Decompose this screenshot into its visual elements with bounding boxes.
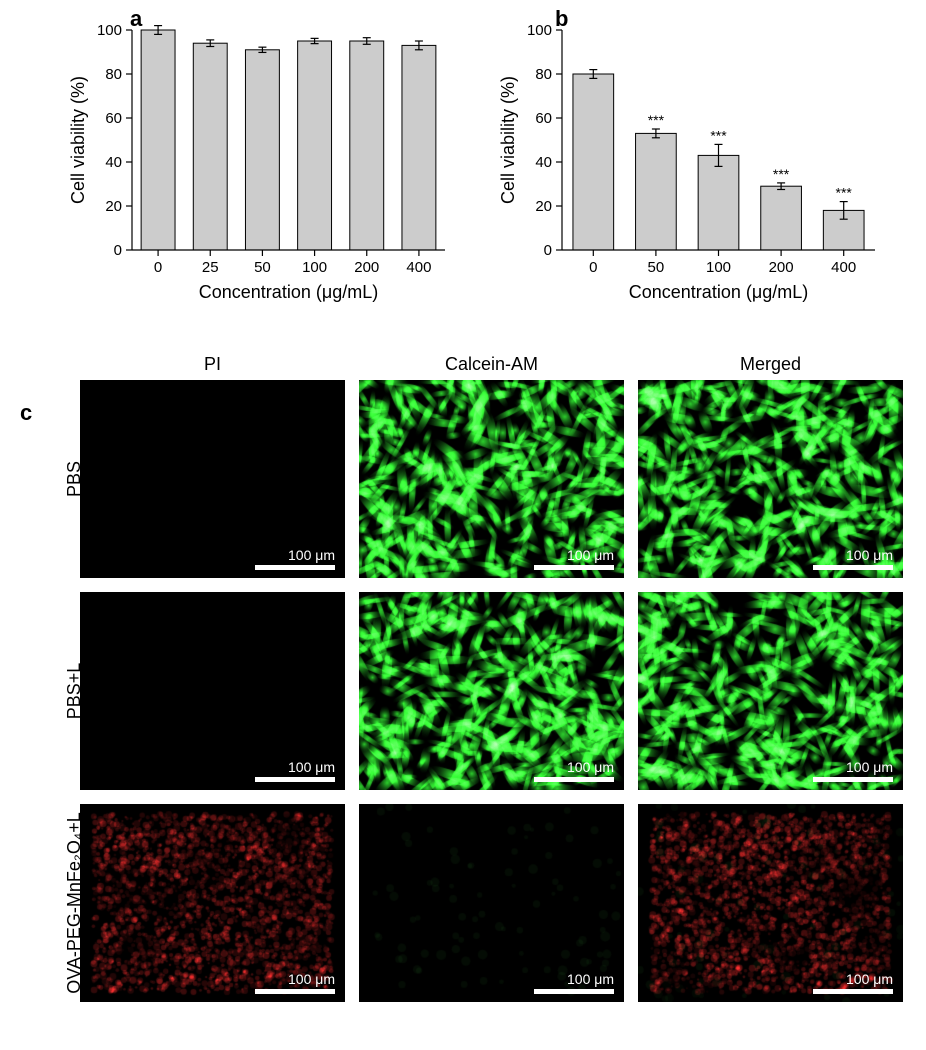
micrograph-panel: 100 μm (80, 592, 345, 790)
scale-bar-line (813, 989, 893, 994)
svg-text:100: 100 (97, 22, 122, 39)
svg-text:Concentration (μg/mL): Concentration (μg/mL) (199, 282, 378, 302)
scale-bar-text: 100 μm (534, 547, 614, 563)
scale-bar: 100 μm (813, 971, 893, 994)
svg-text:80: 80 (105, 66, 122, 83)
scale-bar-text: 100 μm (813, 971, 893, 987)
svg-text:Cell viability (%): Cell viability (%) (498, 76, 518, 204)
micrograph-panel: 100 μm (359, 804, 624, 1002)
scale-bar: 100 μm (813, 547, 893, 570)
svg-text:60: 60 (535, 110, 552, 127)
scale-bar-text: 100 μm (534, 759, 614, 775)
scale-bar-line (813, 777, 893, 782)
col-header: Merged (638, 354, 903, 375)
scale-bar: 100 μm (813, 759, 893, 782)
svg-text:50: 50 (648, 259, 665, 276)
svg-text:100: 100 (527, 22, 552, 39)
svg-text:400: 400 (831, 259, 856, 276)
svg-text:50: 50 (254, 259, 271, 276)
micrograph-panel: 100 μm (80, 804, 345, 1002)
scale-bar-line (534, 565, 614, 570)
svg-text:25: 25 (202, 259, 219, 276)
svg-text:20: 20 (535, 198, 552, 215)
scale-bar-line (255, 565, 335, 570)
col-header: PI (80, 354, 345, 375)
svg-text:60: 60 (105, 110, 122, 127)
scale-bar: 100 μm (255, 759, 335, 782)
scale-bar-line (534, 989, 614, 994)
svg-text:20: 20 (105, 198, 122, 215)
panel-label-c: c (20, 400, 32, 426)
scale-bar-text: 100 μm (255, 547, 335, 563)
scale-bar-text: 100 μm (813, 759, 893, 775)
scale-bar-text: 100 μm (813, 547, 893, 563)
svg-text:200: 200 (769, 259, 794, 276)
figure-root: a b c 02040608010002550100200400Cell via… (0, 0, 926, 1050)
svg-text:***: *** (773, 166, 790, 182)
svg-text:Concentration (μg/mL): Concentration (μg/mL) (629, 282, 808, 302)
scale-bar-text: 100 μm (534, 971, 614, 987)
svg-text:0: 0 (114, 242, 122, 259)
micrograph-panel: 100 μm (638, 804, 903, 1002)
svg-text:0: 0 (154, 259, 162, 276)
svg-text:100: 100 (706, 259, 731, 276)
scale-bar-line (255, 777, 335, 782)
micrograph-panel: 100 μm (359, 592, 624, 790)
svg-text:80: 80 (535, 66, 552, 83)
svg-text:***: *** (836, 185, 853, 201)
svg-text:0: 0 (589, 259, 597, 276)
scale-bar-line (534, 777, 614, 782)
svg-text:***: *** (648, 112, 665, 128)
micrograph-panel: 100 μm (638, 592, 903, 790)
scale-bar-text: 100 μm (255, 971, 335, 987)
chart-a: 0 20 40 60 80 100 0 25 50 100 200 400 Cell viability… (60, 10, 460, 320)
svg-text:100: 100 (302, 259, 327, 276)
svg-text:Cell viability (%): Cell viability (%) (68, 76, 88, 204)
chart-b: *** *** *** *** 0 20 40 60 80 100 0 50 100 200 400 Cell… (490, 10, 890, 320)
micrograph-panel: 100 μm (80, 380, 345, 578)
scale-bar: 100 μm (255, 971, 335, 994)
col-header: Calcein-AM (359, 354, 624, 375)
micrograph-panel: 100 μm (359, 380, 624, 578)
svg-text:400: 400 (406, 259, 431, 276)
svg-text:40: 40 (535, 154, 552, 171)
svg-text:0: 0 (544, 242, 552, 259)
svg-text:200: 200 (354, 259, 379, 276)
scale-bar: 100 μm (534, 759, 614, 782)
scale-bar-line (255, 989, 335, 994)
micrograph-panel: 100 μm (638, 380, 903, 578)
scale-bar-text: 100 μm (255, 759, 335, 775)
svg-text:***: *** (710, 127, 727, 143)
scale-bar: 100 μm (534, 971, 614, 994)
scale-bar: 100 μm (255, 547, 335, 570)
scale-bar-line (813, 565, 893, 570)
scale-bar: 100 μm (534, 547, 614, 570)
svg-text:40: 40 (105, 154, 122, 171)
